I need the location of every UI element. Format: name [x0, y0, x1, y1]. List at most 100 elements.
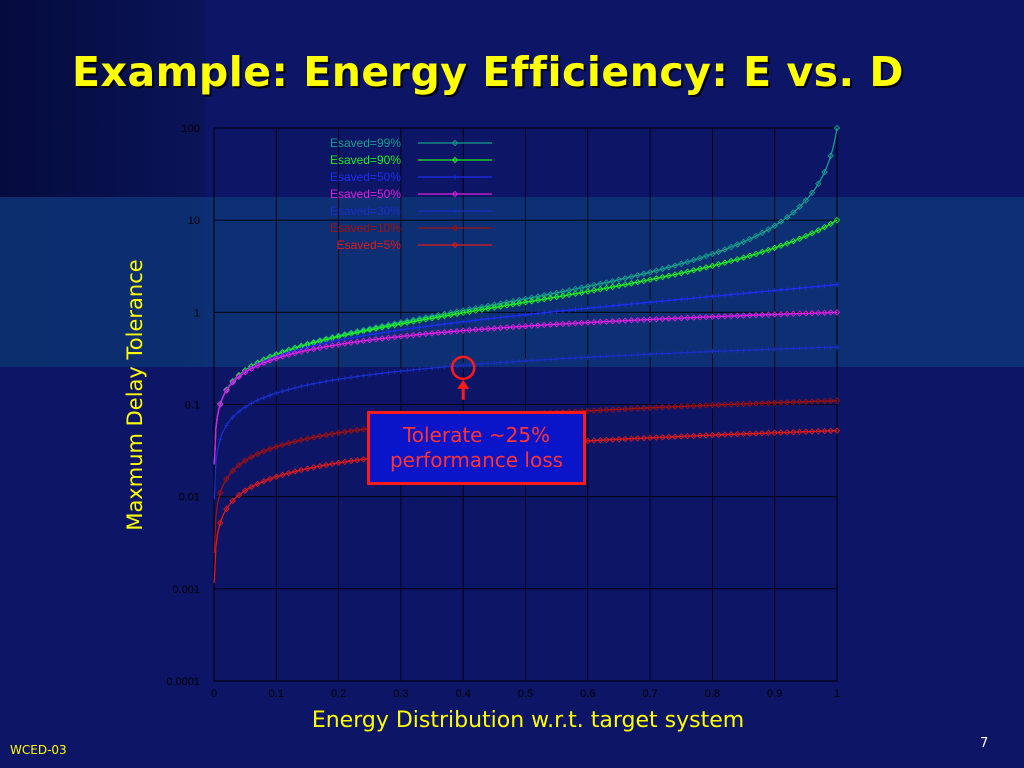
data-point — [746, 235, 754, 243]
data-point — [422, 316, 430, 323]
data-point — [535, 357, 541, 363]
data-point — [466, 326, 473, 334]
data-point — [653, 434, 660, 441]
data-point — [628, 280, 635, 287]
data-point — [403, 332, 411, 340]
data-point — [454, 363, 460, 369]
horizontal-band-decoration — [0, 197, 1024, 367]
data-point — [696, 402, 704, 409]
data-point — [410, 367, 416, 373]
data-point — [653, 275, 660, 282]
data-point — [709, 431, 716, 439]
data-point — [473, 317, 479, 323]
data-point — [317, 341, 323, 347]
legend-marker — [451, 190, 459, 198]
data-point — [523, 358, 528, 364]
data-point — [310, 464, 317, 471]
data-point — [822, 344, 828, 350]
data-point — [728, 348, 734, 354]
data-point — [590, 437, 598, 444]
data-point — [559, 288, 567, 295]
data-point — [516, 358, 522, 364]
data-point — [616, 353, 622, 359]
data-point — [752, 311, 760, 319]
data-point — [815, 180, 822, 188]
data-point — [336, 376, 342, 382]
data-point — [597, 285, 604, 293]
data-point — [273, 390, 279, 396]
data-point — [759, 289, 765, 295]
data-point — [392, 369, 398, 375]
data-point — [429, 323, 435, 329]
y-tick-label: 100 — [182, 123, 200, 135]
data-point — [815, 398, 822, 405]
data-point — [628, 317, 635, 324]
data-point — [429, 365, 435, 371]
x-tick-label: 0.7 — [642, 688, 657, 700]
x-tick-label: 0.3 — [393, 688, 408, 700]
x-tick-label: 0.1 — [269, 688, 284, 700]
data-point — [771, 429, 778, 437]
data-point — [591, 354, 597, 360]
data-point — [827, 427, 835, 435]
data-point — [597, 354, 603, 360]
data-point — [747, 290, 753, 296]
data-point — [348, 374, 354, 380]
data-point — [347, 339, 355, 346]
data-point — [254, 450, 261, 458]
data-point — [771, 244, 778, 252]
data-point — [491, 360, 497, 366]
data-point — [397, 319, 405, 326]
data-point — [484, 325, 492, 333]
data-point — [279, 471, 286, 479]
data-point — [827, 152, 835, 159]
data-point — [702, 264, 710, 271]
data-point — [715, 431, 722, 439]
data-point — [378, 322, 386, 330]
data-point — [410, 331, 417, 339]
data-point — [615, 406, 623, 413]
x-tick-label: 0.5 — [518, 688, 533, 700]
data-point — [815, 345, 821, 351]
data-point — [242, 404, 248, 410]
data-point — [802, 398, 810, 405]
legend-label: Esaved=10% — [330, 221, 401, 235]
data-point — [529, 311, 535, 317]
x-tick-label: 0.4 — [456, 688, 471, 700]
data-point — [640, 404, 648, 412]
data-point — [783, 310, 791, 318]
legend-marker — [452, 174, 458, 180]
data-point — [279, 353, 286, 360]
data-point — [504, 359, 510, 365]
data-point — [690, 402, 697, 410]
data-point — [216, 401, 224, 408]
footer-label: WCED-03 — [10, 743, 67, 757]
data-point — [759, 429, 766, 437]
data-point — [628, 352, 634, 358]
data-point — [659, 273, 666, 281]
data-point — [684, 432, 691, 440]
data-point — [634, 435, 641, 442]
data-point — [217, 436, 223, 442]
data-point — [678, 269, 685, 277]
data-point — [273, 473, 280, 480]
data-point — [341, 340, 349, 347]
data-point — [659, 315, 666, 323]
data-point — [634, 405, 641, 412]
data-point — [665, 433, 673, 441]
data-point — [759, 311, 766, 319]
data-point — [584, 288, 592, 295]
data-point — [672, 350, 678, 356]
data-point — [821, 309, 828, 316]
data-point — [428, 314, 436, 322]
data-point — [796, 428, 803, 436]
data-point — [647, 299, 653, 305]
data-point — [404, 326, 410, 332]
data-point — [740, 238, 747, 246]
data-point — [621, 275, 629, 282]
data-point — [416, 315, 423, 322]
data-point — [709, 349, 715, 355]
data-point — [354, 456, 361, 464]
data-point — [422, 314, 430, 321]
data-point — [678, 260, 685, 268]
